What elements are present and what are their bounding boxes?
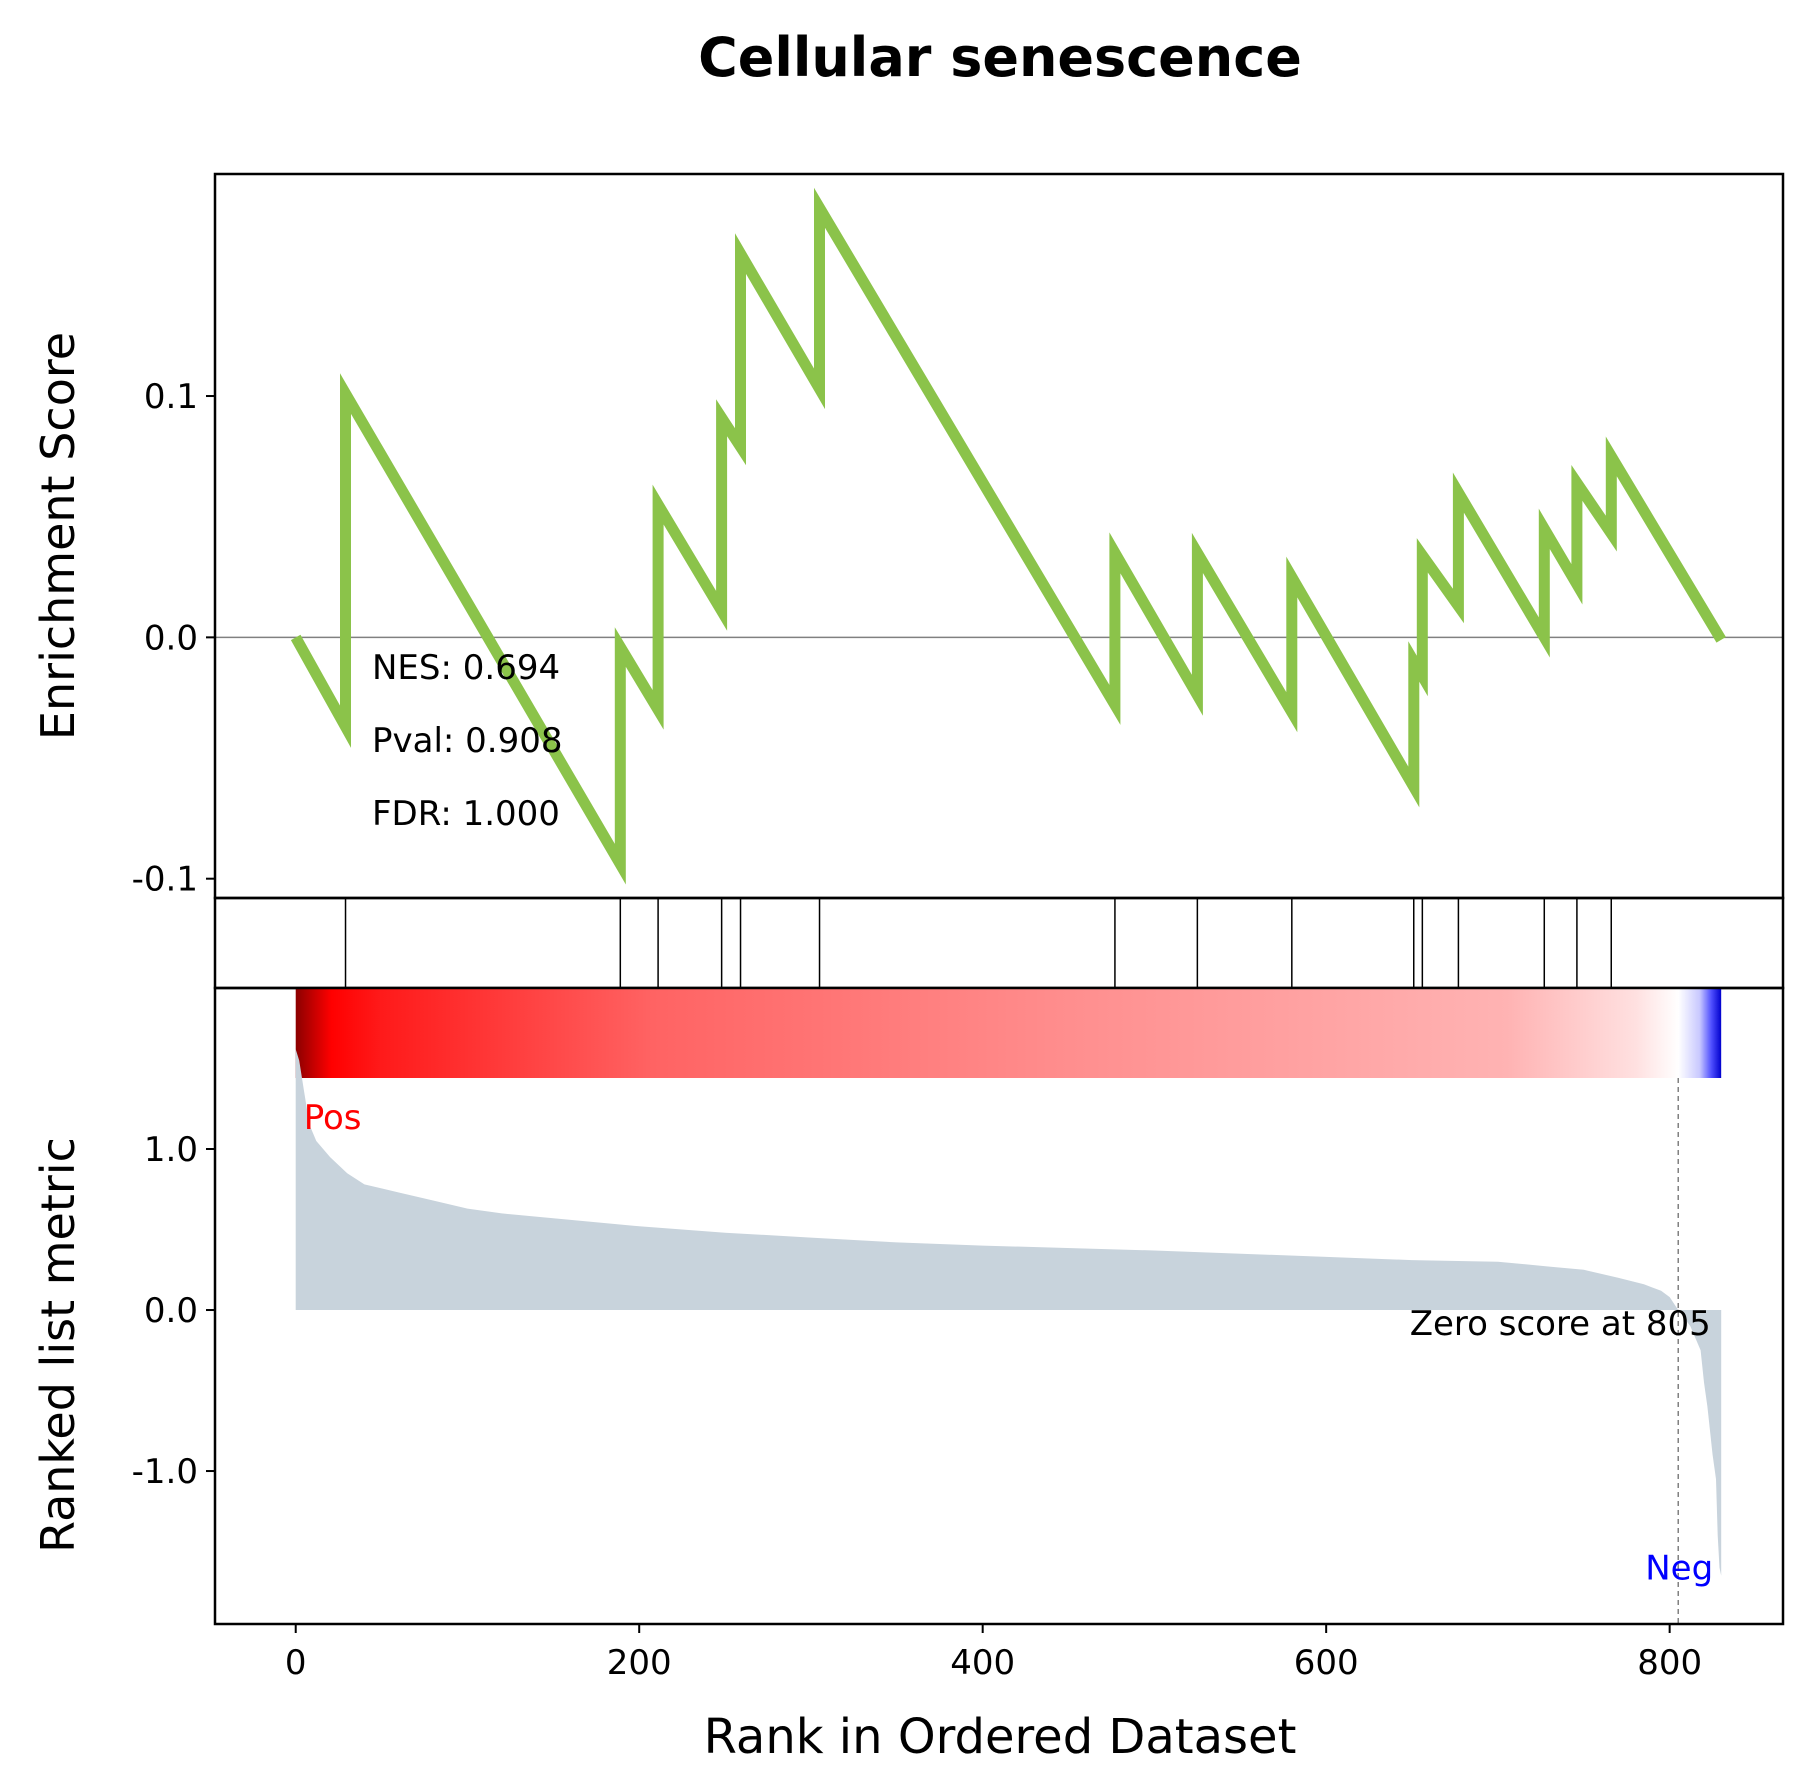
metric-y-tick-label: -1.0 [132, 1452, 198, 1492]
nes-stat: NES: 0.694 [372, 648, 560, 688]
ranked-metric-panel: Pos Neg Zero score at 805 1.0 0.0 -1.0 Ran… [31, 986, 1785, 1626]
metric-y-ticks: 1.0 0.0 -1.0 [132, 1130, 215, 1492]
neg-label: Neg [1645, 1549, 1713, 1589]
es-series-line [290, 187, 1726, 885]
metric-y-axis-label: Ranked list metric [31, 1137, 85, 1553]
pval-stat: Pval: 0.908 [372, 721, 563, 761]
x-tick-label: 800 [1637, 1643, 1702, 1683]
fdr-stat: FDR: 1.000 [372, 794, 560, 834]
es-y-tick-label: -0.1 [132, 860, 198, 900]
enrichment-score-panel: 0.1 0.0 -0.1 NES: 0.694 Pval: 0.908 FDR: 1… [31, 172, 1785, 900]
es-y-ticks: 0.1 0.0 -0.1 [132, 377, 215, 900]
metric-y-tick-label: 0.0 [144, 1291, 198, 1331]
es-y-tick-label: 0.0 [144, 618, 198, 658]
chart-title: Cellular senescence [698, 26, 1302, 89]
metric-axes-frame [213, 986, 1785, 1626]
x-tick-label: 0 [285, 1643, 307, 1683]
x-tick-label: 200 [607, 1643, 672, 1683]
hits-axes-frame [213, 896, 1785, 990]
es-y-tick-label: 0.1 [144, 377, 198, 417]
x-axis-label: Rank in Ordered Dataset [704, 1709, 1297, 1765]
x-ticks: 0 200 400 600 800 [285, 1624, 1702, 1683]
x-tick-label: 400 [950, 1643, 1015, 1683]
zero-score-label: Zero score at 805 [1410, 1304, 1711, 1344]
hits-panel [213, 896, 1785, 990]
es-y-axis-label: Enrichment Score [31, 332, 85, 740]
hit-lines [344, 898, 1613, 988]
x-tick-label: 600 [1294, 1643, 1359, 1683]
rank-heatmap-bar [295, 988, 1722, 1078]
pos-label: Pos [304, 1098, 362, 1138]
metric-y-tick-label: 1.0 [144, 1130, 198, 1170]
